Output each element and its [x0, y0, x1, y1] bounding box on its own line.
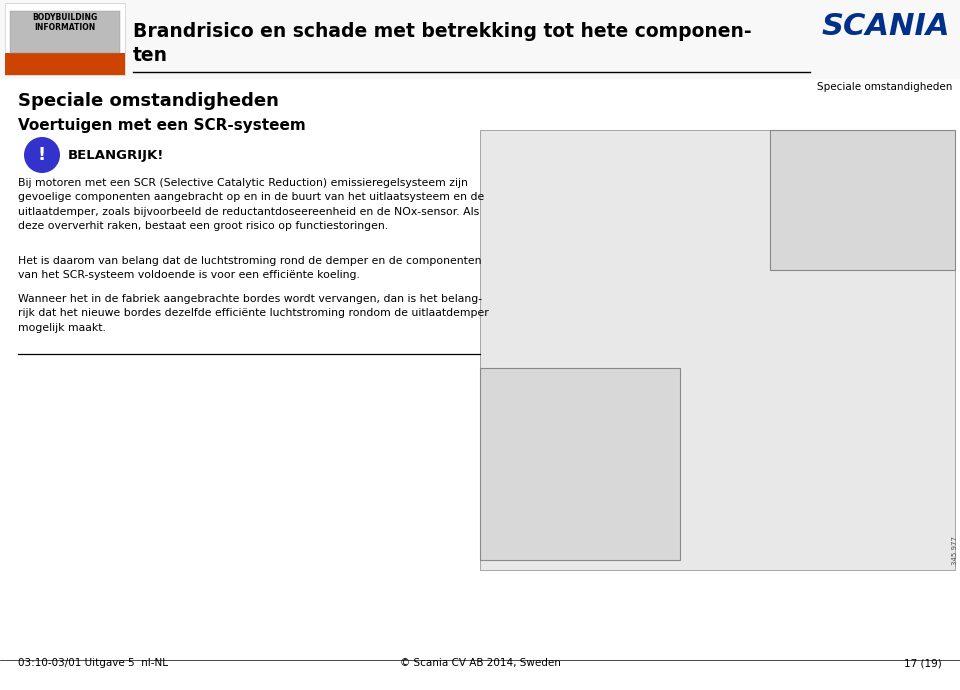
- Text: BELANGRIJK!: BELANGRIJK!: [68, 148, 164, 161]
- Text: !: !: [38, 146, 46, 164]
- Text: BODYBUILDING: BODYBUILDING: [33, 12, 98, 21]
- Text: Wanneer het in de fabriek aangebrachte bordes wordt vervangen, dan is het belang: Wanneer het in de fabriek aangebrachte b…: [18, 294, 489, 333]
- Bar: [480, 130, 955, 570]
- Text: 345 977: 345 977: [952, 536, 958, 565]
- Text: Voertuigen met een SCR-systeem: Voertuigen met een SCR-systeem: [18, 118, 305, 133]
- Bar: [10, 11, 120, 53]
- Bar: [5, 3, 125, 75]
- Text: Speciale omstandigheden: Speciale omstandigheden: [817, 82, 952, 92]
- Text: Het is daarom van belang dat de luchtstroming rond de demper en de componenten
v: Het is daarom van belang dat de luchtstr…: [18, 256, 482, 280]
- Text: Speciale omstandigheden: Speciale omstandigheden: [18, 92, 278, 110]
- Text: SCANIA: SCANIA: [822, 12, 950, 41]
- Bar: [0, 0, 960, 78]
- Text: Bij motoren met een SCR (Selective Catalytic Reduction) emissieregelsysteem zijn: Bij motoren met een SCR (Selective Catal…: [18, 178, 484, 231]
- Text: © Scania CV AB 2014, Sweden: © Scania CV AB 2014, Sweden: [399, 658, 561, 668]
- Text: 17 (19): 17 (19): [904, 658, 942, 668]
- Text: Brandrisico en schade met betrekking tot hete componen-: Brandrisico en schade met betrekking tot…: [133, 22, 752, 41]
- Circle shape: [24, 137, 60, 173]
- Text: 03:10-03/01 Uitgave 5  nl-NL: 03:10-03/01 Uitgave 5 nl-NL: [18, 658, 168, 668]
- Text: INFORMATION: INFORMATION: [35, 23, 96, 32]
- Bar: [480, 368, 680, 560]
- Text: ten: ten: [133, 46, 168, 65]
- Bar: [770, 130, 955, 270]
- Bar: [5, 53, 125, 75]
